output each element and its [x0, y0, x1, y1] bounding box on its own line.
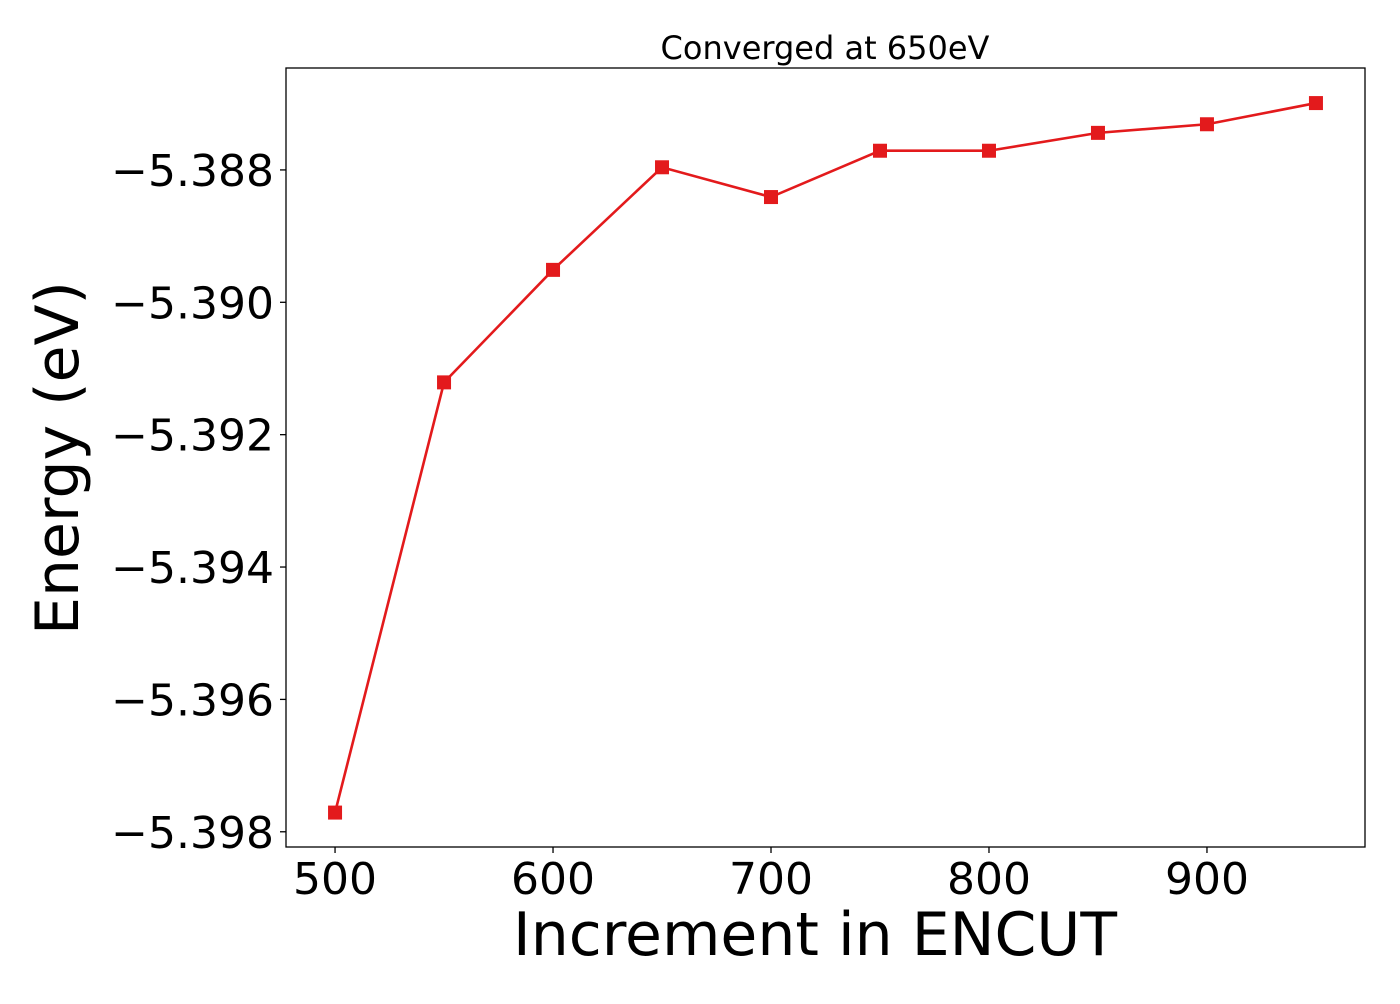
chart-title: Converged at 650eV — [661, 29, 990, 67]
series-layer — [328, 96, 1323, 820]
y-tick-label: −5.390 — [111, 278, 274, 329]
y-tick-label: −5.394 — [111, 543, 274, 594]
x-tick-label: 500 — [293, 854, 377, 905]
data-point-marker — [981, 143, 996, 158]
data-point-marker — [872, 143, 887, 158]
data-point-marker — [1199, 117, 1214, 132]
data-point-marker — [328, 805, 343, 820]
y-tick-label: −5.398 — [111, 808, 274, 859]
x-tick-label: 900 — [1165, 854, 1249, 905]
x-tick-label: 700 — [729, 854, 813, 905]
data-point-marker — [546, 262, 561, 277]
y-axis-ticks: −5.398 −5.396 −5.394 −5.392 −5.390 −5.388 — [111, 146, 286, 859]
x-axis-ticks: 500 600 700 800 900 — [293, 847, 1249, 905]
x-tick-label: 800 — [947, 854, 1031, 905]
plot-area-frame — [285, 67, 1366, 848]
y-tick-label: −5.388 — [111, 146, 274, 197]
y-tick-label: −5.392 — [111, 411, 274, 462]
x-axis-label: Increment in ENCUT — [513, 900, 1117, 970]
data-point-marker — [1090, 125, 1105, 140]
data-point-marker — [437, 375, 452, 390]
data-point-marker — [764, 190, 779, 205]
x-tick-label: 600 — [511, 854, 595, 905]
data-point-marker — [655, 160, 670, 175]
series-line — [333, 101, 1317, 813]
y-tick-label: −5.396 — [111, 675, 274, 726]
data-point-marker — [1308, 96, 1323, 111]
y-axis-label: Energy (eV) — [23, 281, 93, 635]
